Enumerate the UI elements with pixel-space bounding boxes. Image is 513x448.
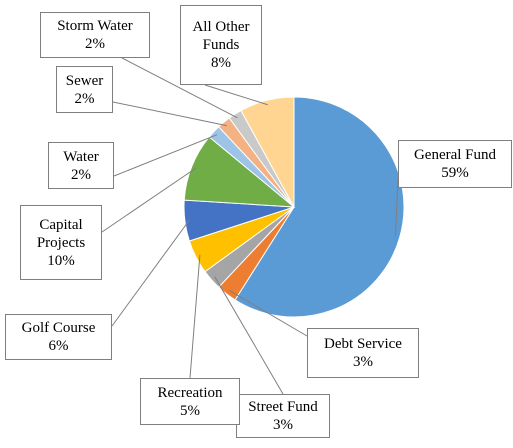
category-label: Capital Projects (36, 216, 86, 251)
value-label: 2% (71, 166, 91, 183)
leader-line (214, 276, 284, 395)
data-label: All Other Funds 8% (180, 5, 262, 85)
category-label: Golf Course (21, 320, 96, 336)
value-label: 3% (353, 354, 373, 370)
category-label: Debt Service (324, 336, 402, 352)
value-label: 5% (180, 402, 200, 419)
data-label: Storm Water 2% (40, 12, 150, 58)
data-label: General Fund 59% (398, 140, 512, 188)
leader-line (111, 219, 190, 327)
leader-line (101, 167, 197, 233)
data-label: Golf Course 6% (5, 314, 112, 360)
value-label: 3% (273, 417, 293, 433)
value-label: 2% (74, 90, 95, 107)
category-label: Water (63, 148, 99, 165)
data-label: Street Fund 3% (236, 394, 330, 438)
data-label: Water 2% (48, 142, 114, 189)
category-label: Sewer (65, 72, 104, 89)
value-label: 59% (441, 165, 469, 181)
data-label: Recreation 5% (140, 378, 240, 425)
leader-line (229, 290, 308, 337)
data-label: Sewer 2% (56, 66, 113, 113)
value-label: 6% (48, 338, 69, 354)
category-label: Storm Water (57, 18, 133, 34)
data-label: Debt Service 3% (307, 328, 419, 378)
category-label: All Other Funds (192, 19, 250, 53)
data-label: Capital Projects 10% (20, 205, 102, 280)
pie-slice (240, 96, 295, 208)
value-label: 10% (47, 252, 75, 269)
pie-slice (234, 96, 405, 318)
leader-line (394, 177, 399, 237)
category-label: Street Fund (248, 399, 318, 415)
leader-line (121, 57, 238, 119)
leader-line (189, 254, 201, 379)
value-label: 2% (85, 36, 105, 52)
value-label: 8% (211, 55, 231, 71)
category-label: General Fund (413, 147, 497, 163)
leader-line (113, 134, 218, 177)
leader-line (112, 101, 227, 127)
leader-line (204, 84, 268, 106)
category-label: Recreation (157, 384, 223, 401)
